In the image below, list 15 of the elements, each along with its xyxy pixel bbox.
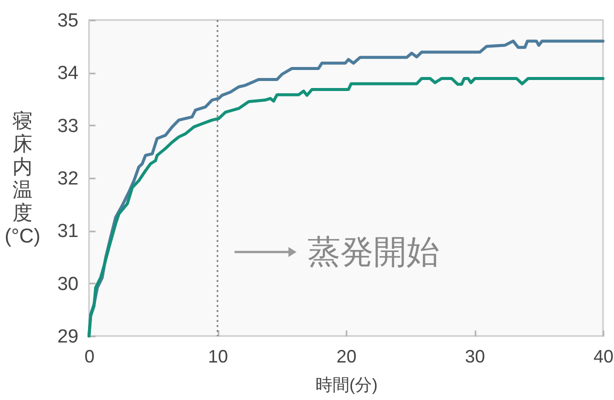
y-tick-label: 32 [57, 168, 78, 190]
x-axis-title: 時間(分) [315, 376, 378, 394]
y-tick-label: 35 [57, 10, 78, 32]
ref-line-label: 蒸発開始 [308, 233, 440, 270]
x-tick-label: 0 [84, 346, 95, 366]
y-tick-label: 34 [57, 63, 79, 84]
y-tick-label: 29 [57, 326, 78, 348]
x-tick-label: 40 [593, 346, 614, 366]
y-axis-title: 寝床内温度(°C) [4, 110, 40, 248]
y-tick-label: 30 [57, 274, 78, 295]
x-tick-label: 20 [336, 346, 357, 366]
x-tick-label: 10 [208, 346, 228, 366]
y-tick-label: 33 [57, 116, 78, 137]
x-tick-label: 30 [464, 346, 486, 366]
y-tick-label: 31 [57, 221, 78, 242]
